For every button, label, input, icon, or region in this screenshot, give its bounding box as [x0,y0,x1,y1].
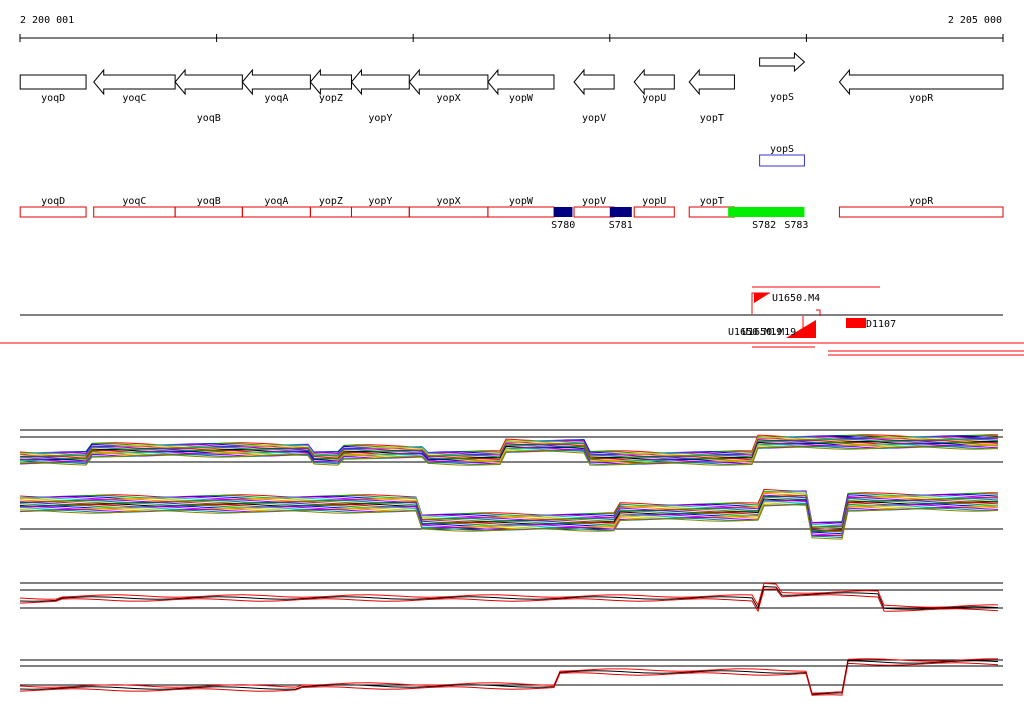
gene-box-label-yopY: yopY [368,196,392,207]
gene-label-yopR: yopR [909,93,934,104]
gene-label-yopZ: yopZ [319,93,343,104]
gene-box-label-yopW: yopW [509,196,534,207]
expression-line [19,445,999,466]
gene-arrow-yopU [633,68,675,96]
feature-flag-M19 [786,320,816,338]
feature-flag-M4 [754,293,770,303]
gene-box-yopY [350,206,410,218]
feature-stem-3 [816,309,821,316]
expression-track-4 [19,658,1003,696]
gene-label-yopT: yopT [700,113,724,124]
gene-box-yoqD [19,206,87,218]
segment-label-S782: S782 [752,220,776,231]
expression-line [19,586,999,610]
gene-box-label-yoqC: yoqC [122,196,146,207]
gene-arrow-yoqD [19,74,87,90]
expression-line [19,442,999,463]
gene-box-label-yopZ: yopZ [319,196,343,207]
gene-box-label-yoqA: yoqA [264,196,288,207]
gene-box-label-yopX: yopX [437,196,461,207]
gene-arrow-yoqB [174,68,243,96]
gene-box-yoqA [241,206,311,218]
gene-label-yoqA: yoqA [264,93,288,104]
gene-box-label-yopU: yopU [642,196,666,207]
expression-line [19,582,999,608]
yops-box-label: yopS [770,144,794,155]
gene-box-yopW [487,206,555,218]
expression-line [19,660,999,695]
gene-box-label-yopT: yopT [700,196,724,207]
gene-label-yoqB: yoqB [197,113,221,124]
gene-box-label-yopV: yopV [582,196,606,207]
gene-arrow-yopY [350,68,410,96]
gene-label-yopV: yopV [582,113,606,124]
gene-arrow-yopR [838,68,1004,96]
gene-label-yopY: yopY [368,113,392,124]
feature-label-M19: U1650.M19 [728,327,782,338]
segment-label-S783: S783 [784,220,808,231]
gene-label-yopW: yopW [509,93,534,104]
segment-track: S780 S781 S782 S783 [551,207,808,231]
gene-box-label-yopR: yopR [909,196,934,207]
expression-line [19,588,999,613]
gene-box-yopR [838,206,1004,218]
expression-track-3 [19,582,1003,613]
feature-block-D1107 [846,318,866,328]
gene-box-yopT [688,206,735,218]
gene-box-yoqC [93,206,176,218]
feature-label-M4: U1650.M4 [772,293,820,304]
segment-label-S781: S781 [609,220,633,231]
gene-box-yopX [408,206,489,218]
gene-label-yopU: yopU [642,93,666,104]
segment-bar-S780 [553,207,573,217]
expression-line [19,446,999,466]
coordinate-ruler [19,34,1004,42]
yops-box [759,154,805,167]
yops-track: yopS [759,144,805,167]
segment-bar-S781 [609,207,632,217]
gene-arrow-yoqC [93,68,176,96]
expression-line [19,504,999,540]
gene-box-yopU [633,206,675,218]
gene-box-label-yoqD: yoqD [41,196,65,207]
gene-label-yoqD: yoqD [41,93,65,104]
gene-box-track: yoqD yoqC yoqB yoqA yopZ yopY yopX yopW yopV yopU… [19,196,1004,218]
expression-track-2 [19,488,1003,540]
gene-arrow-yopV [573,68,615,96]
gene-arrow-yopT [688,68,735,96]
expression-track-1 [19,429,1003,466]
gene-box-yopZ [309,206,352,218]
segment-bar-S782 [728,207,805,217]
feature-label-D1107: D1107 [866,319,896,330]
gene-track: yoqD yoqC yoqB yoqA yopZ yopY yopX yopW yopV yopU… [19,51,1004,124]
gene-arrow-yopW [487,68,555,96]
gene-arrow-yopS [759,51,806,73]
ruler-end-label: 2 205 000 [948,15,1002,26]
gene-arrow-yopZ [309,68,352,96]
gene-box-yopV [573,206,615,218]
gene-label-yopX: yopX [437,93,461,104]
ruler-start-label: 2 200 001 [20,15,74,26]
gene-arrow-yopX [408,68,489,96]
gene-box-label-yoqB: yoqB [197,196,221,207]
gene-box-yoqB [174,206,243,218]
gene-label-yoqC: yoqC [122,93,146,104]
gene-arrow-yoqA [241,68,311,96]
expression-line [19,662,999,696]
expression-line [19,658,999,694]
feature-label-M19-overlap: U1650.M19 [742,327,796,338]
gene-label-yopS: yopS [770,92,794,103]
segment-label-S780: S780 [551,220,575,231]
